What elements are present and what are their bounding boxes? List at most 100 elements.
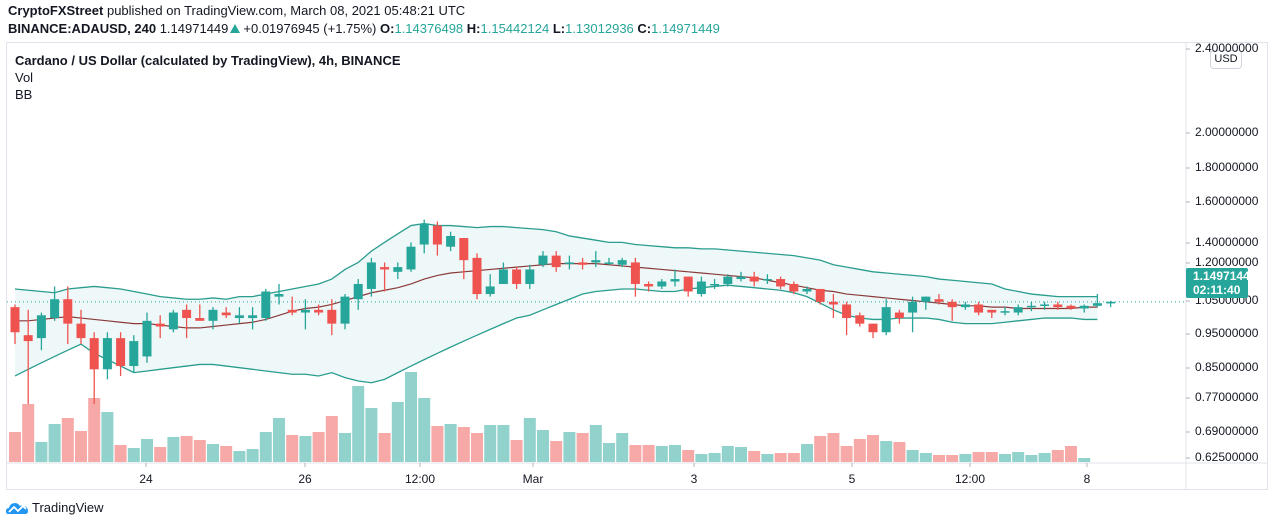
volume-bar <box>801 444 813 462</box>
volume-bar <box>339 433 351 462</box>
price-change: +0.01976945 (+1.75%) <box>243 21 377 36</box>
volume-bar <box>933 455 945 462</box>
volume-bar <box>761 454 774 462</box>
candle <box>23 335 33 342</box>
candle <box>287 309 297 313</box>
open-label: O: <box>380 21 395 36</box>
volume-bar <box>550 441 563 462</box>
candle <box>36 315 46 339</box>
high-label: H: <box>466 21 481 36</box>
volume-bar <box>1025 455 1038 462</box>
candle <box>168 312 178 330</box>
close-label: C: <box>637 21 652 36</box>
volume-bar <box>444 424 457 462</box>
tradingview-cloud-icon <box>6 502 28 514</box>
candle <box>1079 305 1089 309</box>
volume-bar <box>273 418 285 462</box>
volume-bar <box>352 386 365 462</box>
volume-bar <box>220 446 233 462</box>
volume-bar <box>893 442 906 462</box>
volume-bar <box>101 412 114 462</box>
volume-bar <box>537 430 549 462</box>
candle <box>208 309 218 321</box>
volume-bar <box>1012 452 1025 462</box>
volume-bar <box>418 398 431 462</box>
volume-bar <box>682 450 695 462</box>
candle <box>485 286 495 295</box>
candle <box>327 309 337 324</box>
publisher-name[interactable]: CryptoFXStreet <box>8 3 104 18</box>
volume-bar <box>378 433 391 462</box>
volume-bar <box>523 418 536 462</box>
candle <box>221 312 231 316</box>
volume-bar <box>787 453 800 462</box>
time-axis-label: 24 <box>139 472 153 486</box>
volume-bar <box>880 441 893 462</box>
candle <box>1013 307 1023 313</box>
candle <box>894 312 904 319</box>
volume-bar <box>141 439 153 462</box>
candle <box>670 279 680 282</box>
candle <box>261 291 271 319</box>
volume-bar <box>114 445 127 462</box>
price-axis-label: 2.00000000 <box>1195 125 1259 139</box>
volume-bar <box>167 437 180 462</box>
candle <box>908 301 918 313</box>
symbol-info-bar: BINANCE:ADAUSD, 240 1.14971449 +0.0197694… <box>8 21 720 37</box>
volume-bar <box>48 424 61 462</box>
volume-bar <box>642 445 655 462</box>
price-axis-label: 0.69000000 <box>1195 424 1259 438</box>
volume-bar <box>616 433 629 462</box>
candle <box>76 323 86 339</box>
legend-bb[interactable]: BB <box>15 87 33 102</box>
candle <box>498 269 508 284</box>
volume-bar <box>325 416 338 462</box>
time-axis-label: 5 <box>848 472 856 486</box>
candle <box>195 318 205 321</box>
volume-bar <box>708 453 721 462</box>
price-axis-label: 2.40000000 <box>1195 41 1259 55</box>
publish-info: CryptoFXStreet published on TradingView.… <box>8 3 465 19</box>
tradingview-brand: TradingView <box>32 500 104 515</box>
legend-vol[interactable]: Vol <box>15 70 34 85</box>
price-axis-label: 0.95000000 <box>1195 326 1259 340</box>
time-axis-label: 3 <box>690 472 698 486</box>
volume-bar <box>629 445 642 462</box>
volume-bar <box>286 435 299 462</box>
chart-frame <box>6 42 1268 490</box>
time-axis-label: Mar <box>522 472 544 486</box>
candle <box>1106 301 1116 304</box>
currency-badge[interactable]: USD <box>1210 50 1242 69</box>
candle <box>921 296 931 302</box>
volume-bar <box>193 440 206 462</box>
chart-legend: Cardano / US Dollar (calculated by Tradi… <box>15 52 401 103</box>
candle <box>353 283 363 300</box>
open-value: 1.14376498 <box>394 21 464 36</box>
high-value: 1.15442124 <box>480 21 550 36</box>
candle <box>881 307 891 333</box>
candle <box>248 315 258 319</box>
candle <box>50 299 60 319</box>
price-axis-label: 1.60000000 <box>1195 194 1259 208</box>
candle <box>393 267 403 272</box>
candle <box>102 338 112 370</box>
candle <box>842 304 852 319</box>
volume-bar <box>603 443 615 462</box>
tradingview-logo[interactable]: TradingView <box>6 500 104 515</box>
candle <box>776 279 786 287</box>
candle <box>182 309 192 319</box>
legend-title[interactable]: Cardano / US Dollar (calculated by Tradi… <box>15 53 401 68</box>
volume-bar <box>510 440 523 462</box>
volume-bar <box>827 433 840 462</box>
up-arrow-icon <box>230 24 241 33</box>
candle <box>749 276 759 282</box>
volume-bar <box>1038 453 1051 462</box>
volume-bar <box>906 450 919 462</box>
candle <box>63 299 73 324</box>
candle <box>696 281 706 295</box>
volume-bar <box>22 404 35 462</box>
volume-bar <box>576 433 589 462</box>
candle <box>1000 311 1010 313</box>
volume-bar <box>721 446 734 462</box>
